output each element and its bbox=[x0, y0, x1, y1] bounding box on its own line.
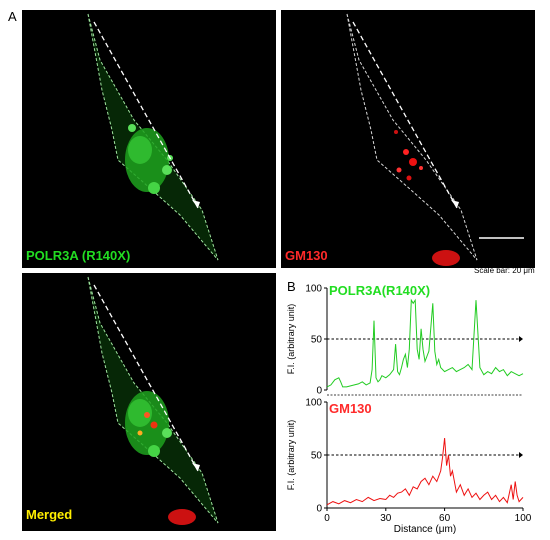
merged-image: Merged bbox=[22, 273, 276, 531]
polr3a-image: POLR3A (R140X) bbox=[22, 10, 276, 268]
panel-b-label: B bbox=[287, 279, 296, 294]
x-tick-label: 30 bbox=[380, 513, 392, 524]
y-tick-label: 0 bbox=[316, 386, 322, 397]
gm130-label: GM130 bbox=[285, 248, 328, 263]
chart-title-2: GM130 bbox=[329, 401, 372, 416]
series-line-1 bbox=[326, 298, 524, 388]
x-tick-label: 60 bbox=[439, 513, 451, 524]
fluorescence-profile-plots: 0 50 100 F.I. (arbitrary unit) POLR3A(R140X)… bbox=[286, 283, 532, 535]
reference-arrow bbox=[519, 336, 523, 342]
x-axis-label: Distance (μm) bbox=[394, 524, 456, 535]
polr3a-label: POLR3A (R140X) bbox=[26, 248, 131, 263]
scale-bar-caption: Scale bar: 20 μm bbox=[474, 266, 535, 275]
merged-label: Merged bbox=[26, 507, 73, 522]
y-tick-label: 50 bbox=[311, 335, 323, 346]
x-tick-label: 0 bbox=[324, 513, 330, 524]
y-tick-label: 50 bbox=[311, 451, 323, 462]
panel-a-label: A bbox=[8, 9, 17, 24]
gm130-image: GM130 bbox=[281, 10, 535, 268]
reference-arrow bbox=[519, 452, 523, 458]
y-axis-label: F.I. (arbitrary unit) bbox=[286, 304, 296, 375]
series-line-2 bbox=[326, 437, 524, 506]
y-axis-label: F.I. (arbitrary unit) bbox=[286, 420, 296, 491]
y-tick-label: 100 bbox=[305, 284, 322, 295]
y-tick-label: 0 bbox=[316, 504, 322, 515]
x-tick-label: 100 bbox=[515, 513, 532, 524]
chart-title-1: POLR3A(R140X) bbox=[329, 283, 430, 298]
y-tick-label: 100 bbox=[305, 398, 322, 409]
